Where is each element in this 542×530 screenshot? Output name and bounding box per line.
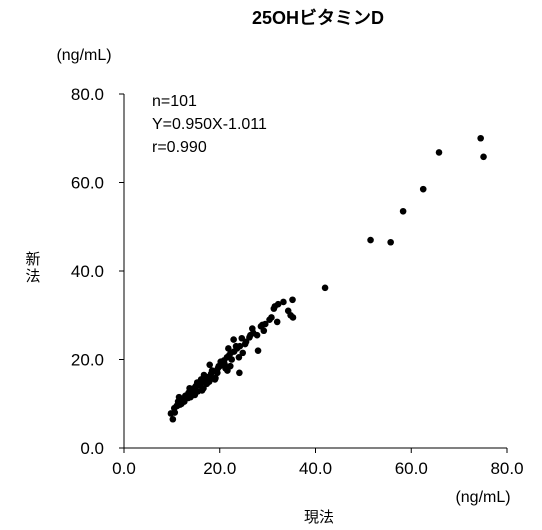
x-tick-label: 0.0 [112,459,136,478]
data-point [321,284,329,292]
data-point [184,394,192,402]
data-point [200,371,208,379]
annotation-r: r=0.990 [152,139,207,156]
data-point [238,334,246,342]
data-point [224,367,231,374]
data-point [241,340,249,348]
data-point [214,369,221,377]
data-point [227,349,235,357]
data-point [203,380,211,388]
data-point [208,367,216,374]
data-point [254,347,262,354]
y-tick-label: 40.0 [71,262,104,281]
data-point [367,236,374,244]
data-point [477,134,484,142]
data-point [480,153,487,161]
x-tick-label: 60.0 [395,459,428,478]
x-tick-label: 20.0 [203,459,236,478]
data-point [387,238,394,246]
data-point [280,298,287,306]
data-point [228,356,236,363]
data-point [206,373,214,381]
data-point [271,303,279,310]
x-axis-label: 現法 [304,509,334,526]
axes [119,93,508,453]
chart-title: 25OHビタミンD [252,8,384,28]
data-point [169,415,177,423]
data-point [187,389,195,396]
data-point [435,149,443,156]
data-point [249,325,256,332]
stats-annotation: n=101 Y=0.950X-1.011 r=0.990 [152,93,267,156]
y-tick-label: 80.0 [71,85,104,104]
x-unit-label: (ng/mL) [455,489,510,506]
data-point [247,331,254,339]
data-point [206,361,213,369]
y-tick-label: 60.0 [71,174,104,193]
data-point [230,336,237,343]
y-tick-label: 20.0 [71,351,104,370]
data-point [215,362,223,370]
data-point [236,369,243,377]
x-tick-label: 80.0 [490,459,523,478]
annotation-equation: Y=0.950X-1.011 [152,116,267,133]
data-point [273,318,281,326]
data-point [268,314,275,321]
y-axis-label: 新法 [24,251,41,285]
data-point [220,357,228,364]
data-point [193,379,201,386]
data-point [399,207,407,215]
data-point [235,353,243,361]
data-point [259,321,266,329]
data-point [289,314,297,321]
data-point [239,349,247,357]
data-points [167,134,487,423]
annotation-n: n=101 [152,93,197,110]
y-unit-label: (ng/mL) [56,47,111,64]
data-point [198,387,206,394]
data-point [173,402,181,410]
tick-labels: 0.0 20.0 40.0 60.0 80.0 0.0 20.0 40.0 60.0 80.0 [71,85,524,478]
data-point [419,185,427,193]
data-point [175,393,183,401]
data-point [289,296,296,304]
data-point [253,331,261,339]
y-tick-label: 0.0 [80,439,104,458]
data-point [232,342,240,350]
x-tick-label: 40.0 [299,459,332,478]
data-point [260,327,268,335]
